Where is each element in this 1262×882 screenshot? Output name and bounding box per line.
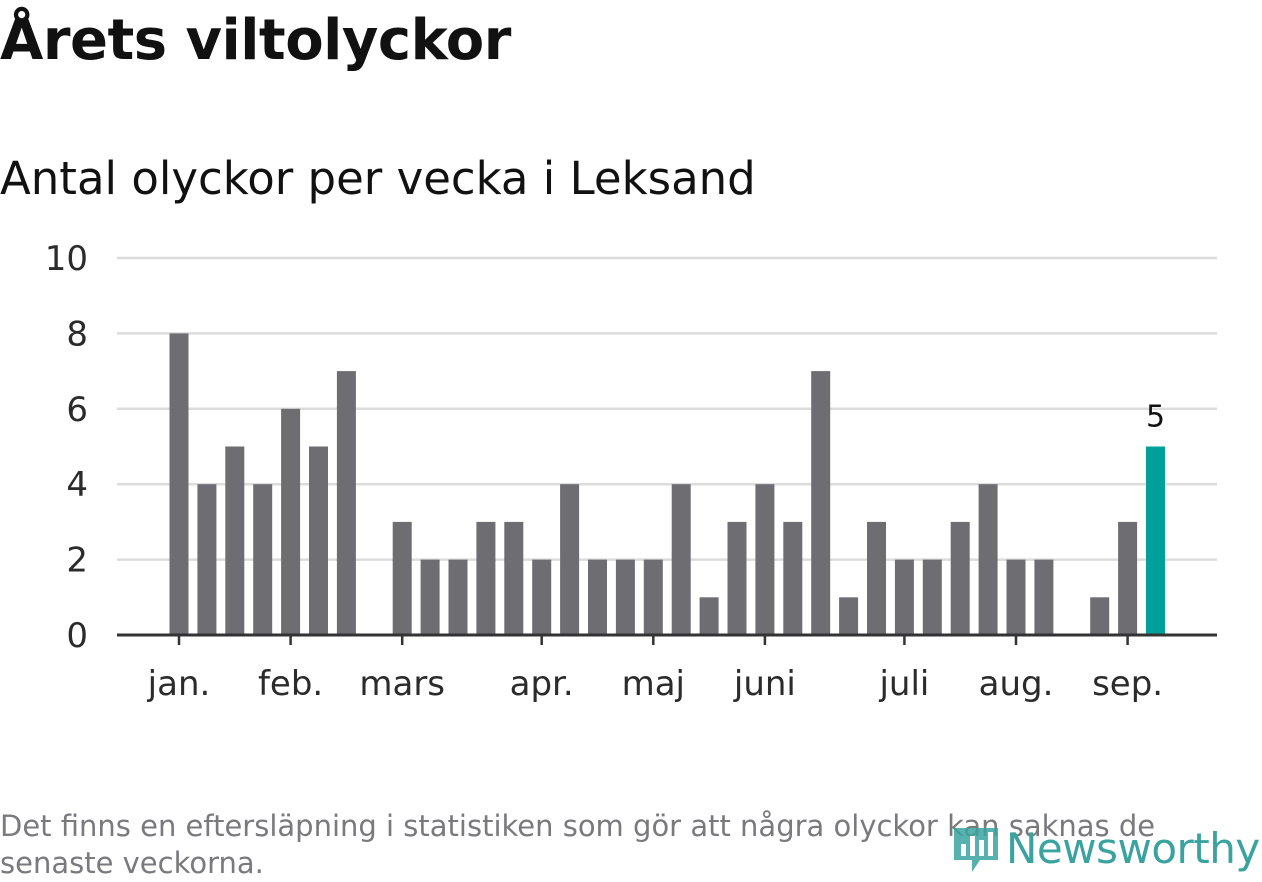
bar [1118,521,1138,635]
bar [671,484,691,635]
bar [225,446,245,635]
x-tick-label: juni [733,664,796,704]
x-tick-label: mars [359,664,445,704]
bar [978,484,998,635]
x-tick-label: maj [622,664,685,704]
logo-text: Newsworthy [1006,823,1260,873]
y-tick-label: 8 [66,314,88,354]
bar [420,559,440,635]
bar [392,521,412,635]
newsworthy-logo-icon [954,828,998,872]
bar [588,559,607,635]
bar [811,371,831,635]
bar [197,484,217,635]
bar [504,521,524,635]
bar [950,521,970,635]
bar [699,597,719,635]
bar-highlight [1146,446,1165,635]
y-tick-label: 2 [66,541,88,581]
bar [1006,559,1026,635]
y-tick-label: 6 [66,390,88,430]
y-tick-label: 10 [45,239,88,279]
bar [643,559,663,635]
newsworthy-logo: Newsworthy [950,818,1260,878]
x-tick-label: aug. [979,664,1054,704]
bars [169,333,1165,635]
bar [783,521,803,635]
bar-chart: 0 2 4 6 8 10 jan. feb. mars apr. maj juni juli aug. s… [45,239,1217,704]
bar [839,597,859,635]
bar [336,371,356,635]
x-axis-ticks: jan. feb. mars apr. maj juni juli aug. sep. [147,635,1163,704]
x-tick-label: feb. [258,664,323,704]
bar [476,521,496,635]
x-tick-label: sep. [1092,664,1163,704]
bar [448,559,468,635]
bar [1090,597,1110,635]
bar [532,559,552,635]
y-axis-ticks: 0 2 4 6 8 10 [45,239,88,656]
bar [615,559,635,635]
bar [253,484,273,635]
bar [309,446,328,635]
bar [894,559,914,635]
chart-title: Årets viltolyckor [0,8,511,73]
x-tick-label: juli [878,664,929,704]
gridlines [117,256,1217,561]
bar [169,333,189,635]
data-labels: 5 [1146,400,1165,435]
bar [727,521,747,635]
bar [560,484,580,635]
x-tick-label: apr. [510,664,574,704]
bar [867,521,886,635]
bar [755,484,775,635]
chart-subtitle: Antal olyckor per vecka i Leksand [0,152,756,205]
bar [922,559,942,635]
y-tick-label: 0 [66,616,88,656]
y-tick-label: 4 [66,465,88,505]
x-tick-label: jan. [147,664,211,704]
bar [1034,559,1054,635]
data-label: 5 [1146,400,1165,435]
bar [281,408,301,635]
